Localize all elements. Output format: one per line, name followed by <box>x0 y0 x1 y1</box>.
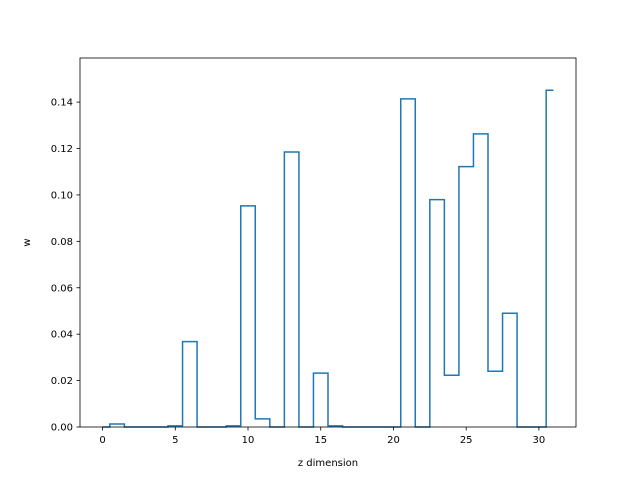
x-tick-label: 0 <box>99 435 105 446</box>
y-tick-label: 0.10 <box>51 190 73 201</box>
y-tick-label: 0.06 <box>51 283 73 294</box>
y-tick-label: 0.00 <box>51 423 73 434</box>
x-tick-label: 15 <box>314 435 327 446</box>
x-tick-label: 25 <box>460 435 473 446</box>
plot-frame <box>79 57 577 428</box>
x-axis: 0 5 10 15 20 25 30 <box>99 427 545 446</box>
series-step-line <box>102 89 554 428</box>
x-axis-label: z dimension <box>298 458 358 469</box>
y-axis: 0.00 0.02 0.04 0.06 0.08 0.10 0.12 0.14 <box>51 98 80 434</box>
plot-area <box>102 89 554 428</box>
y-tick-label: 0.12 <box>51 144 73 155</box>
x-tick-label: 30 <box>533 435 546 446</box>
x-tick-label: 20 <box>387 435 400 446</box>
y-tick-label: 0.02 <box>51 376 73 387</box>
y-tick-label: 0.08 <box>51 237 73 248</box>
x-tick-label: 5 <box>172 435 178 446</box>
y-tick-label: 0.04 <box>51 330 73 341</box>
y-tick-label: 0.14 <box>51 98 73 109</box>
y-axis-label: w <box>22 238 33 246</box>
x-tick-label: 10 <box>242 435 255 446</box>
